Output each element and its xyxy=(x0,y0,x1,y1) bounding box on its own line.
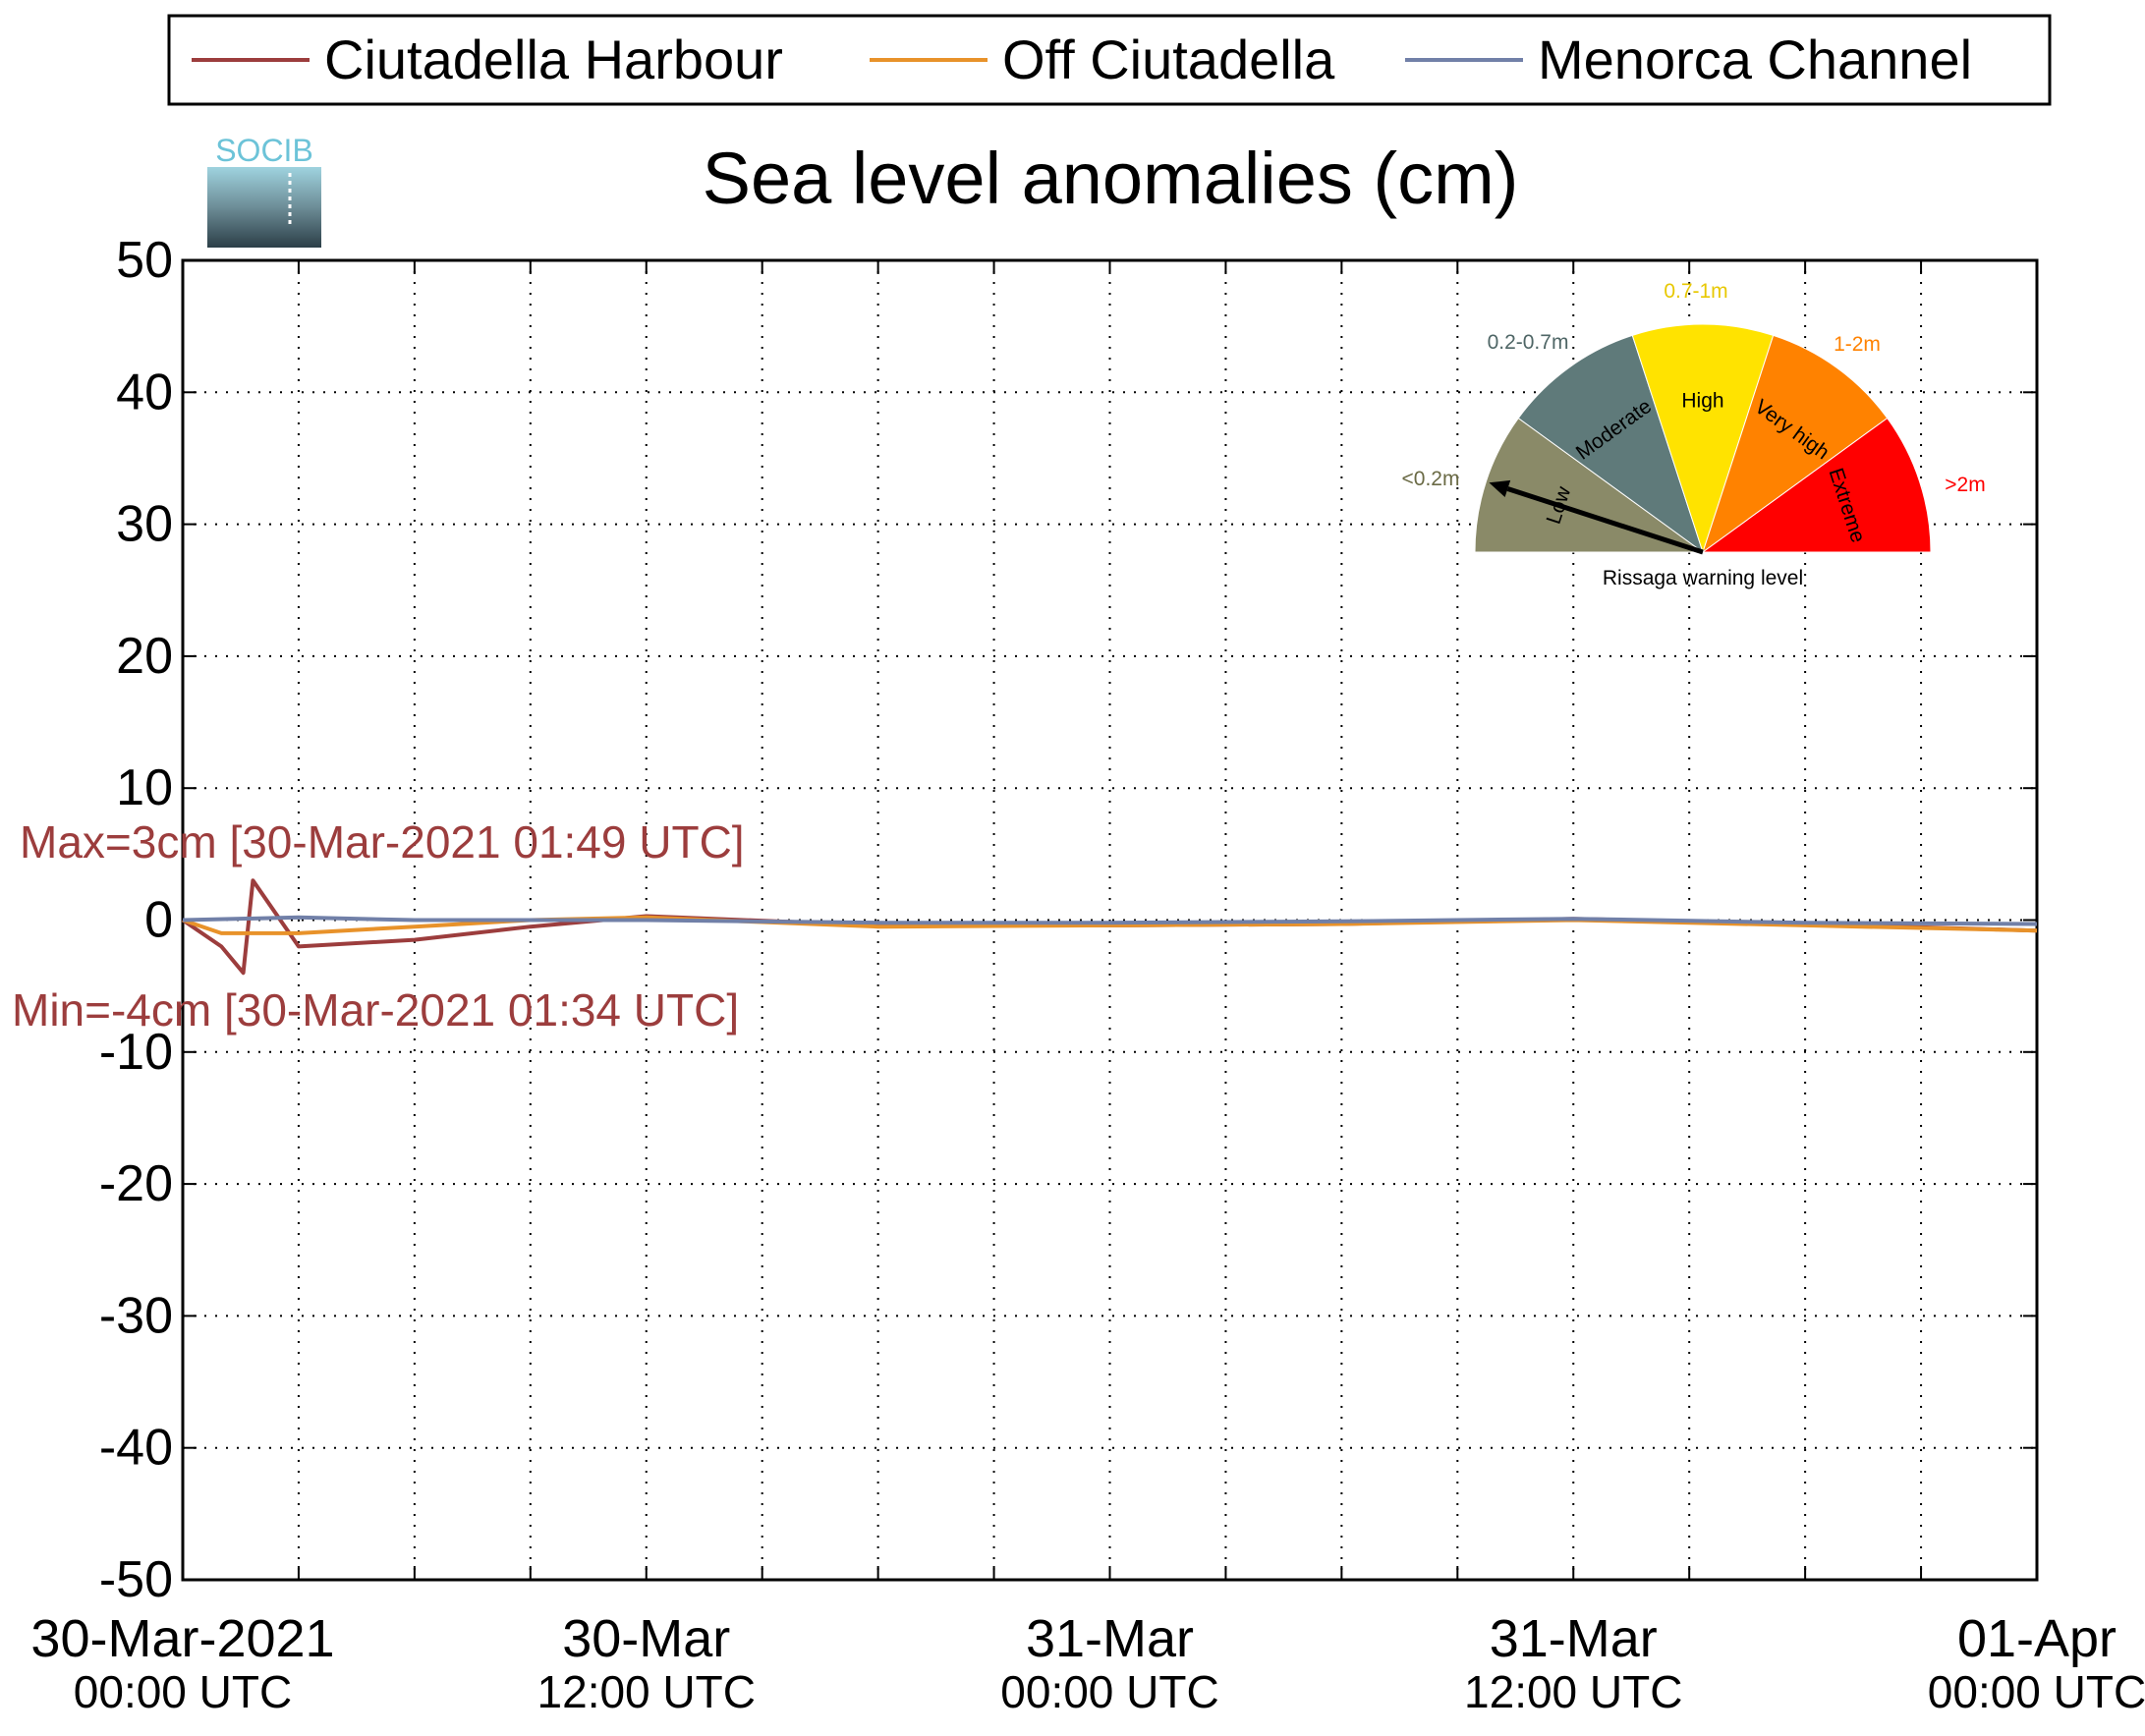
gauge-segment-extreme xyxy=(1701,417,1932,553)
legend: Ciutadella Harbour Off Ciutadella Menorca … xyxy=(167,14,2052,106)
gauge-needle-head xyxy=(1489,479,1511,497)
legend-label: Menorca Channel xyxy=(1538,28,1972,90)
socib-logo: SOCIB xyxy=(205,130,323,248)
x-tick-label-date: 30-Mar xyxy=(562,1609,730,1668)
gauge-level-name: High xyxy=(1681,389,1723,412)
x-tick-label-time: 00:00 UTC xyxy=(1000,1666,1218,1717)
x-tick-label-date: 30-Mar-2021 xyxy=(30,1609,334,1668)
y-tick-label: 30 xyxy=(116,496,173,553)
y-tick-label: -50 xyxy=(99,1551,173,1608)
y-tick-label: 0 xyxy=(144,892,173,949)
logo-text: SOCIB xyxy=(215,133,313,168)
gauge-range-label: <0.2m xyxy=(1402,468,1460,490)
rissaga-gauge: Rissaga warning level Low<0.2mModerate0.… xyxy=(1402,280,1986,589)
annotation-min: Min=-4cm [30-Mar-2021 01:34 UTC] xyxy=(12,984,739,1036)
x-tick-label-time: 00:00 UTC xyxy=(1928,1666,2145,1717)
y-tick-label: -40 xyxy=(99,1420,173,1477)
x-tick-label-date: 31-Mar xyxy=(1026,1609,1194,1668)
x-tick-label-time: 00:00 UTC xyxy=(74,1666,292,1717)
legend-frame xyxy=(167,14,2052,106)
gauge-range-label: >2m xyxy=(1945,474,1985,496)
annotation-max: Max=3cm [30-Mar-2021 01:49 UTC] xyxy=(20,816,745,868)
y-tick-label: 50 xyxy=(116,232,173,289)
x-tick-label-date: 01-Apr xyxy=(1957,1609,2117,1668)
gauge-segment-high xyxy=(1631,323,1775,554)
x-tick-label-time: 12:00 UTC xyxy=(537,1666,756,1717)
gauge-segment-moderate xyxy=(1517,334,1704,554)
y-tick-label: -20 xyxy=(99,1155,173,1212)
y-tick-label: 40 xyxy=(116,364,173,420)
x-tick-label-date: 31-Mar xyxy=(1490,1609,1658,1668)
y-tick-label: 20 xyxy=(116,628,173,685)
y-tick-label: 10 xyxy=(116,759,173,816)
gauge-range-label: 1-2m xyxy=(1834,333,1881,356)
gauge-segment-low xyxy=(1474,417,1705,553)
legend-label: Off Ciutadella xyxy=(1002,28,1335,90)
gauge-range-label: 0.7-1m xyxy=(1664,280,1727,303)
gauge-needle xyxy=(1506,486,1704,555)
legend-label: Ciutadella Harbour xyxy=(324,28,783,90)
logo-mark xyxy=(207,167,321,248)
gauge-segment-very-high xyxy=(1702,334,1889,554)
gauge-caption: Rissaga warning level xyxy=(1603,567,1803,589)
chart-title: Sea level anomalies (cm) xyxy=(703,138,1519,219)
y-tick-label: -30 xyxy=(99,1287,173,1344)
x-tick-label-time: 12:00 UTC xyxy=(1464,1666,1682,1717)
series-line-menorca-channel xyxy=(182,915,2038,926)
y-tick-label: -10 xyxy=(99,1024,173,1081)
gauge-range-label: 0.2-0.7m xyxy=(1488,331,1569,354)
